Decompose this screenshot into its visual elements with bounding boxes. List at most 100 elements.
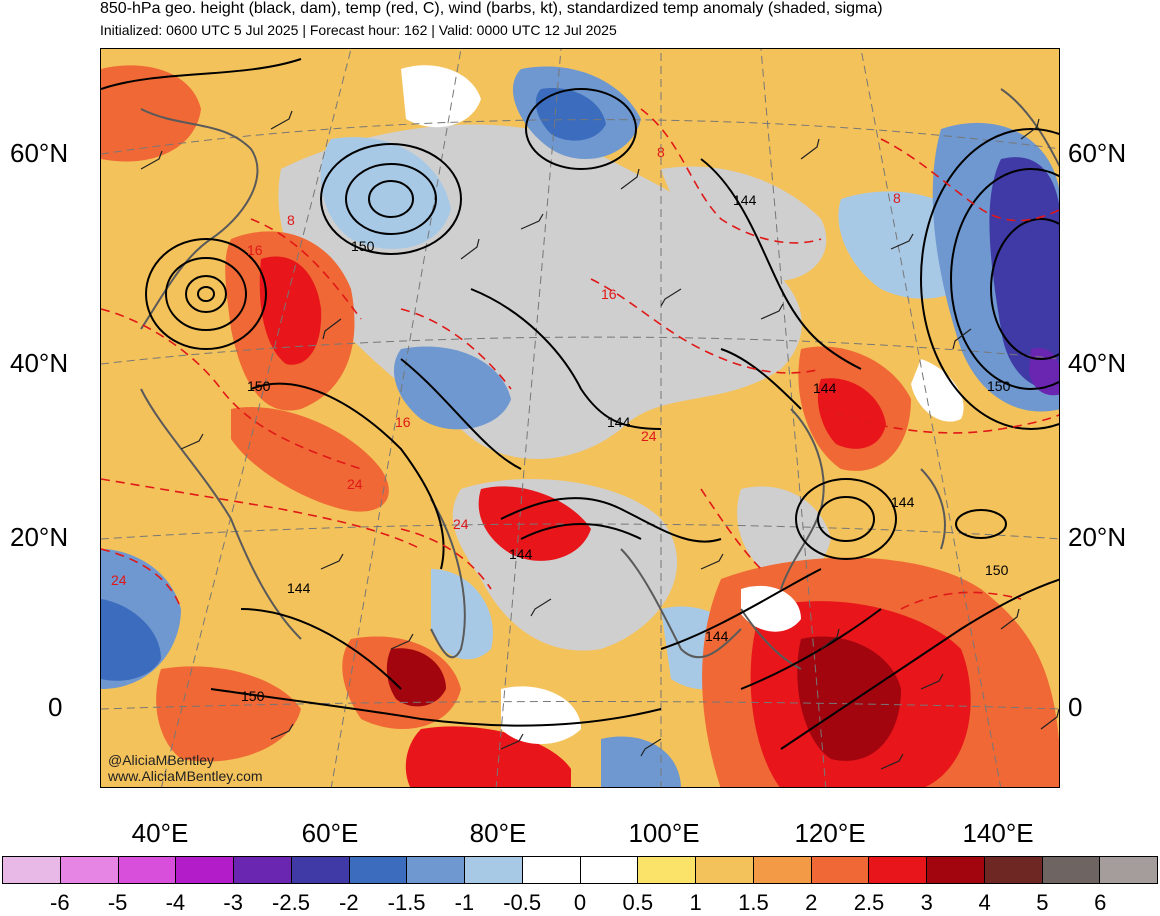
height-contour-label: 144 (733, 192, 757, 208)
colorbar-swatch (927, 857, 985, 883)
colorbar-tick-label: -0.5 (503, 890, 542, 915)
temp-contour-label: 16 (601, 286, 617, 302)
colorbar-swatch (638, 857, 696, 883)
neutral-land-region (737, 486, 831, 579)
colorbar-swatch (696, 857, 754, 883)
colorbar-tick-label: -2.5 (272, 890, 310, 915)
colorbar-tick-label: -2 (339, 890, 359, 915)
lat-label-right: 60°N (1068, 138, 1127, 168)
warm-anomaly-region (259, 256, 322, 365)
lat-label-left: 20°N (10, 522, 69, 552)
colorbar-tick-label: 5 (1036, 890, 1049, 915)
near-zero-region (911, 359, 964, 422)
colorbar-swatch (753, 857, 812, 883)
near-zero-region (501, 686, 581, 744)
height-contour-label: 150 (987, 378, 1011, 394)
temp-contour-label: 24 (111, 572, 127, 588)
warm-anomaly-region (817, 378, 886, 449)
colorbar-swatch (60, 857, 119, 883)
lon-label: 40°E (131, 818, 189, 848)
credit-handle: @AliciaMBentley (108, 752, 215, 768)
height-contour-label: 144 (607, 414, 631, 430)
height-contour-label: 144 (509, 546, 533, 562)
colorbar-tick-label: 4 (978, 890, 991, 915)
colorbar-tick-label: -5 (107, 890, 128, 915)
colorbar-swatch (3, 857, 61, 883)
temp-contour-label: 16 (395, 414, 411, 430)
colorbar-swatch (1042, 857, 1101, 883)
height-contour-label: 144 (813, 380, 837, 396)
lon-label: 60°E (301, 818, 359, 848)
cold-anomaly-region (393, 346, 511, 430)
cold-anomaly-region (320, 137, 451, 249)
colorbar-tick-label: 0.5 (622, 890, 654, 915)
colorbar-tick-label: 0 (573, 890, 587, 915)
temp-contour-label: 8 (287, 212, 295, 228)
cold-anomaly-region (1029, 348, 1059, 396)
lat-label-right: 0 (1068, 692, 1083, 722)
colorbar-tick-label: -6 (50, 890, 70, 915)
colorbar-swatch (869, 857, 927, 883)
credit-text: @AliciaMBentley www.AliciaMBentley.com (108, 752, 263, 784)
height-contour-label: 150 (247, 378, 271, 394)
warm-anomaly-region (386, 648, 446, 707)
colorbar-tick-label: -1.5 (387, 890, 426, 915)
colorbar-swatch (522, 857, 581, 883)
colorbar-swatch (291, 857, 350, 883)
colorbar-tick-label: -1 (454, 890, 475, 915)
lon-label: 120°E (794, 818, 866, 848)
lon-label: 140°E (962, 818, 1034, 848)
temp-contour-label: 8 (893, 190, 901, 206)
height-contour-label: 150 (241, 688, 265, 704)
lon-label: 100°E (628, 818, 700, 848)
temp-contour-label: 8 (657, 144, 665, 160)
lat-label-left: 40°N (10, 348, 69, 378)
height-contour-label: 150 (351, 238, 375, 254)
colorbar-tick-label: 3 (920, 890, 933, 915)
lat-label-left: 0 (48, 692, 63, 722)
colorbar-swatch (580, 857, 639, 883)
temp-contour-label: 16 (247, 242, 263, 258)
lon-label: 80°E (469, 818, 527, 848)
warm-anomaly-region (231, 407, 389, 512)
height-contour-label: 144 (891, 494, 915, 510)
chart-title: 850-hPa geo. height (black, dam), temp (… (100, 0, 883, 17)
lat-label-left: 60°N (10, 138, 69, 168)
colorbar-swatch (465, 857, 523, 883)
colorbar-swatch (984, 857, 1043, 883)
warm-anomaly-region (156, 666, 301, 762)
colorbar-swatch (176, 857, 234, 883)
colorbar-swatch (407, 857, 465, 883)
lat-label-right: 40°N (1068, 348, 1127, 378)
colorbar (2, 856, 1158, 884)
temp-contour-label: 24 (347, 476, 363, 492)
height-contour-label: 144 (287, 580, 311, 596)
height-contours (101, 58, 1059, 750)
cold-anomaly-region (535, 88, 606, 141)
height-contour-label: 150 (985, 562, 1009, 578)
colorbar-swatch (118, 857, 177, 883)
temp-contour-label: 24 (453, 516, 469, 532)
cold-anomaly-region (431, 569, 493, 660)
warm-anomaly-region (797, 636, 901, 761)
colorbar-swatch (811, 857, 870, 883)
colorbar-swatch (1100, 857, 1157, 883)
map-canvas: 150 144 150 144 144 144 144 150 144 144 … (101, 49, 1059, 787)
map-panel: 150 144 150 144 144 144 144 150 144 144 … (100, 48, 1060, 788)
chart-subtitle: Initialized: 0600 UTC 5 Jul 2025 | Forec… (100, 22, 617, 38)
colorbar-tick-label: 1 (689, 890, 702, 915)
cold-anomaly-region (989, 157, 1059, 390)
colorbar-swatch (349, 857, 408, 883)
colorbar-swatch (234, 857, 292, 883)
lat-label-right: 20°N (1068, 522, 1127, 552)
temperature-contours (101, 108, 1059, 610)
cold-anomaly-region (101, 599, 161, 681)
height-contour-label: 144 (705, 628, 729, 644)
colorbar-tick-label: 6 (1094, 890, 1107, 915)
colorbar-tick-label: -4 (165, 890, 186, 915)
colorbar-tick-label: -3 (223, 890, 243, 915)
colorbar-tick-label: 2 (805, 890, 818, 915)
colorbar-tick-label: 2.5 (853, 890, 885, 915)
colorbar-tick-label: 1.5 (738, 890, 769, 915)
temp-contour-label: 24 (641, 428, 657, 444)
